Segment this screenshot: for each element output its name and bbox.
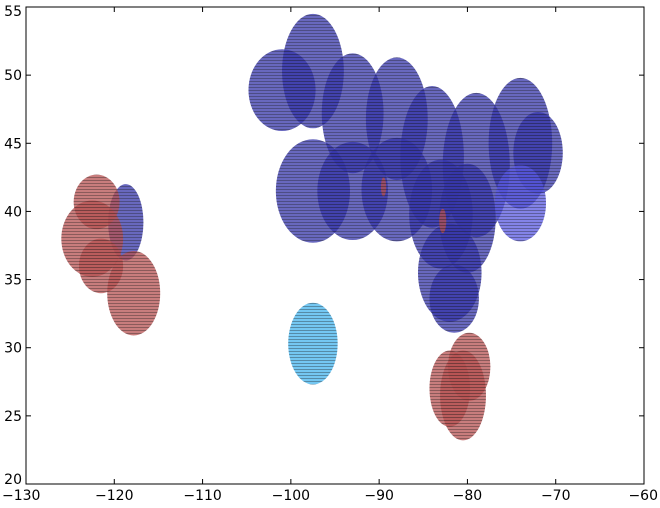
y-tick-label: 30 — [4, 341, 22, 357]
x-tick-label: −60 — [628, 488, 658, 503]
y-tick-label: 20 — [4, 472, 22, 488]
marker-texture-blue-15 — [429, 264, 479, 333]
data-marks — [61, 13, 563, 441]
marker-texture-red-8 — [439, 208, 447, 234]
marker-texture-red-7 — [380, 177, 387, 197]
y-tick-label: 55 — [4, 4, 22, 20]
marker-texture-light_blue-0 — [494, 165, 547, 242]
x-tick-label: −120 — [95, 488, 133, 503]
y-tick-label: 40 — [4, 204, 22, 220]
x-tick-label: −70 — [541, 488, 571, 503]
y-tick-label: 45 — [4, 136, 22, 152]
x-tick-label: −90 — [364, 488, 394, 503]
y-tick-label: 25 — [4, 409, 22, 425]
y-axis: 20 25 30 35 40 45 50 55 — [4, 4, 644, 488]
x-tick-label: −80 — [453, 488, 483, 503]
y-tick-label: 50 — [4, 68, 22, 84]
plot-frame — [25, 6, 645, 485]
marker-texture-blue-3 — [321, 53, 384, 174]
x-tick-label: −130 — [2, 488, 40, 503]
x-axis: −130 −120 −110 −100 −90 −80 −70 −60 — [2, 7, 658, 504]
marker-texture-red-6 — [440, 350, 486, 441]
marker-texture-cyan-0 — [288, 302, 338, 385]
y-tick-label: 35 — [4, 273, 22, 289]
x-tick-label: −100 — [272, 488, 310, 503]
x-tick-label: −110 — [183, 488, 221, 503]
marker-texture-red-3 — [107, 250, 161, 336]
marker-texture-blue-2 — [248, 49, 316, 132]
